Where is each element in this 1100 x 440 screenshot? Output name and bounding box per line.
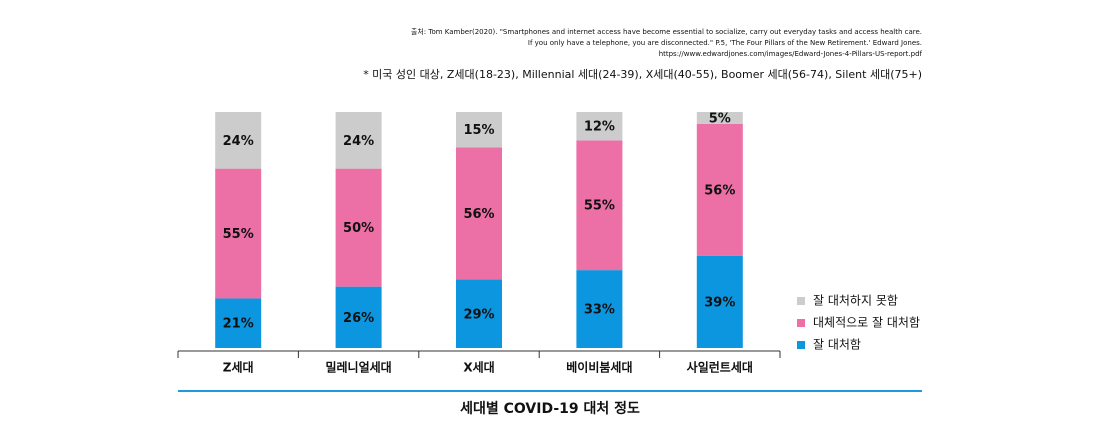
source-line: If you only have a telephone, you are di… <box>528 39 922 47</box>
bar-segment <box>335 286 382 348</box>
value-label: 55% <box>584 199 615 214</box>
value-label: 29% <box>463 307 494 322</box>
bar-segment <box>576 270 623 348</box>
x-tick-label: Z세대 <box>223 360 254 375</box>
legend-label: 대체적으로 잘 대처함 <box>813 316 920 330</box>
x-tick-label: 사일런트세대 <box>687 360 753 375</box>
chart-title: 세대별 COVID-19 대처 정도 <box>460 400 640 417</box>
bar-segment <box>696 112 743 124</box>
bar-segment <box>335 112 382 169</box>
bar-segment <box>215 298 262 348</box>
value-label: 39% <box>704 295 735 310</box>
value-label: 56% <box>704 183 735 198</box>
value-label: 24% <box>343 134 374 149</box>
value-label: 12% <box>584 120 615 135</box>
bar-segment <box>696 123 743 256</box>
value-label: 26% <box>343 311 374 326</box>
x-tick-label: 밀레니얼세대 <box>325 360 391 375</box>
value-label: 21% <box>223 317 254 332</box>
legend-swatch <box>797 319 805 327</box>
legend-swatch <box>797 341 805 349</box>
legend-label: 잘 대처함 <box>813 338 861 352</box>
value-label: 33% <box>584 303 615 318</box>
bar-segment <box>456 147 502 280</box>
bar-segment <box>456 279 502 348</box>
bar-segment <box>576 112 623 141</box>
bar-segment <box>215 168 262 299</box>
bar-segment <box>576 140 623 271</box>
value-label: 55% <box>223 227 254 242</box>
value-label: 50% <box>343 221 374 236</box>
bar-segment <box>335 168 382 287</box>
value-label: 56% <box>463 207 494 222</box>
bar-segment <box>696 255 743 348</box>
source-line: https://www.edwardjones.com/images/Edwar… <box>659 50 923 58</box>
bar-segment <box>215 112 262 169</box>
value-label: 5% <box>709 111 731 126</box>
note: * 미국 성인 대상, Z세대(18-23), Millennial 세대(24… <box>363 68 922 81</box>
x-tick-label: 베이비붐세대 <box>566 360 632 375</box>
value-label: 24% <box>223 134 254 149</box>
legend-label: 잘 대처하지 못함 <box>813 294 898 308</box>
source-line: 출처: Tom Kamber(2020). "Smartphones and i… <box>411 27 922 36</box>
bar-segment <box>456 112 502 148</box>
x-tick-label: X세대 <box>463 360 494 375</box>
legend-swatch <box>797 297 805 305</box>
value-label: 15% <box>463 123 494 138</box>
